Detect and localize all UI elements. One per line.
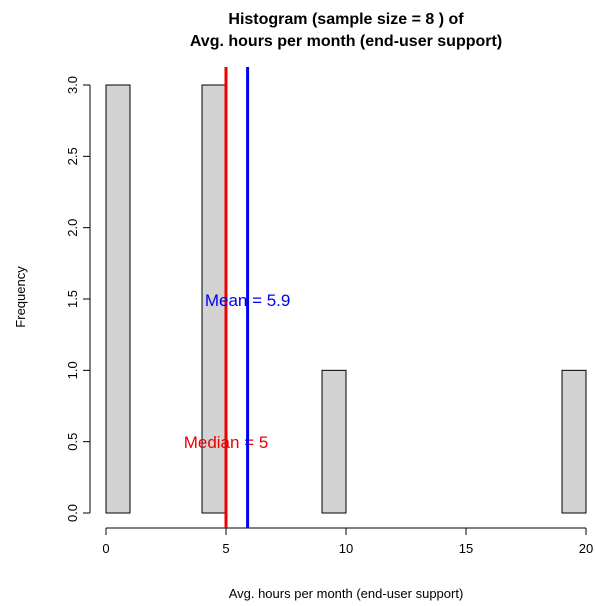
histogram-bar-0: [105, 84, 131, 514]
y-tick-label-3: 1.5: [65, 290, 80, 308]
x-tick-label-1: 5: [222, 541, 229, 556]
y-tick-label-4: 2.0: [65, 219, 80, 237]
y-tick-label-2: 1.0: [65, 361, 80, 379]
histogram-bars: [105, 84, 587, 514]
y-axis: 0.0 0.5 1.0 1.5 2.0 2.5 3.0: [65, 76, 91, 522]
mean-label: Mean = 5.9: [205, 291, 291, 310]
x-tick-label-4: 20: [579, 541, 593, 556]
histogram-bar-2: [321, 369, 347, 514]
x-tick-label-0: 0: [102, 541, 109, 556]
chart-subtitle: Avg. hours per month (end-user support): [190, 33, 502, 50]
y-tick-label-1: 0.5: [65, 433, 80, 451]
x-tick-label-2: 10: [339, 541, 353, 556]
y-tick-label-0: 0.0: [65, 504, 80, 522]
chart-title: Histogram (sample size = 8 ) of: [228, 11, 464, 28]
y-axis-label: Frequency: [13, 266, 28, 328]
x-axis-label: Avg. hours per month (end-user support): [229, 586, 464, 601]
x-axis: 0 5 10 15 20: [102, 527, 593, 556]
stat-lines: Median = 5 Mean = 5.9: [184, 67, 291, 528]
median-label: Median = 5: [184, 433, 269, 452]
histogram-bar-1: [201, 84, 227, 514]
y-tick-label-6: 3.0: [65, 76, 80, 94]
x-tick-label-3: 15: [459, 541, 473, 556]
y-tick-label-5: 2.5: [65, 147, 80, 165]
histogram-bar-3: [561, 369, 587, 514]
